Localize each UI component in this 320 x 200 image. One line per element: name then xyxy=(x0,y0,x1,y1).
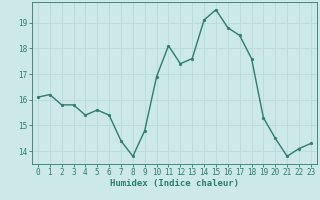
X-axis label: Humidex (Indice chaleur): Humidex (Indice chaleur) xyxy=(110,179,239,188)
